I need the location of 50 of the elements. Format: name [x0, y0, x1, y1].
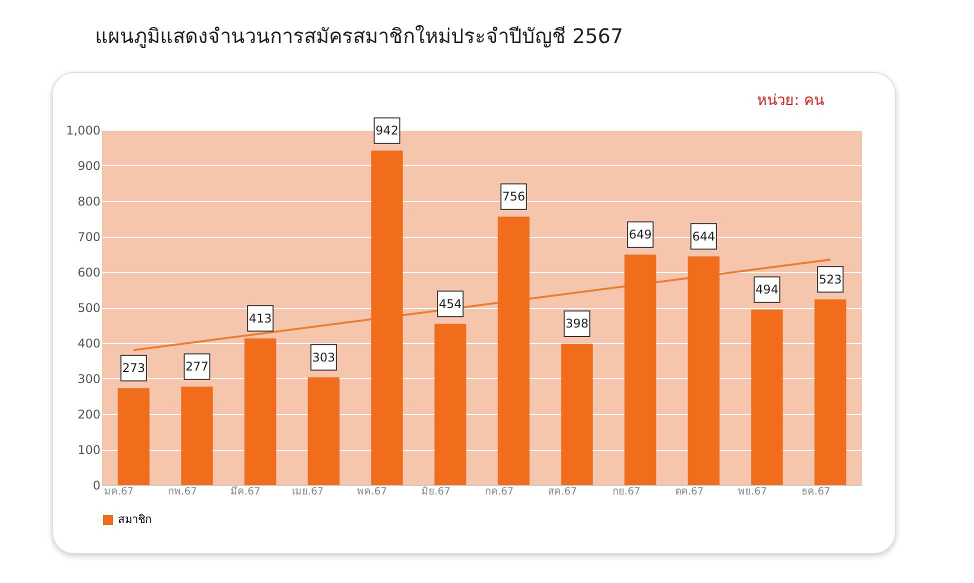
data-label: 756: [502, 190, 526, 204]
x-tick-label: กย.67: [612, 486, 640, 498]
bar: [434, 324, 466, 485]
x-tick-label: ตค.67: [674, 486, 704, 498]
text: หน่วย: คน: [757, 90, 824, 111]
data-label: 454: [438, 296, 462, 311]
x-tick-label: กพ.67: [168, 486, 197, 498]
x-tick-label: ธค.67: [801, 486, 830, 498]
y-tick-label: 600: [78, 266, 100, 280]
bar: [751, 310, 783, 485]
x-tick-label: มีค.67: [230, 486, 260, 498]
x-tick-label: เมย.67: [292, 486, 324, 498]
y-tick-label: 800: [78, 194, 100, 208]
data-label: 273: [122, 361, 146, 376]
y-tick-label: 0: [92, 478, 100, 492]
legend-label: สมาชิก: [118, 513, 152, 526]
y-tick-label: 300: [78, 372, 100, 386]
y-tick-label: 700: [78, 230, 100, 244]
y-tick-label: 1,000: [66, 124, 100, 138]
bar: [244, 338, 276, 485]
x-tick-label: มิย.67: [421, 486, 450, 498]
bar: [814, 299, 846, 485]
data-label: 494: [756, 282, 778, 297]
bar: [624, 254, 656, 485]
data-label: 398: [566, 316, 588, 331]
data-label: 303: [312, 350, 336, 364]
bar: [371, 150, 403, 485]
bar: [498, 216, 530, 485]
x-tick-label: สค.67: [548, 486, 577, 498]
bar: [561, 344, 593, 485]
x-tick-label: กค.67: [484, 486, 514, 498]
y-tick-label: 500: [78, 301, 100, 315]
x-tick-label: พค.67: [357, 486, 387, 498]
data-label: 523: [818, 272, 842, 286]
bar: [688, 256, 720, 485]
data-label: 942: [376, 124, 398, 138]
data-label: 644: [692, 229, 716, 244]
x-tick-label: พย.67: [738, 486, 767, 498]
data-label: 649: [628, 228, 652, 242]
x-tick-label: มค.67: [104, 486, 134, 498]
data-label: 277: [186, 360, 208, 374]
data-label: 413: [248, 311, 272, 326]
bar: [118, 388, 150, 485]
y-tick-label: 200: [78, 408, 100, 422]
bar: [308, 377, 340, 485]
y-tick-label: 400: [78, 336, 100, 350]
y-tick-label: 900: [78, 159, 100, 173]
chart-title: แผนภูมิแสดงจำนวนการสมัครสมาชิกใหม่ประจำปีบัญชี 2567: [95, 23, 624, 50]
y-tick-label: 100: [78, 443, 100, 457]
bar: [181, 386, 213, 485]
